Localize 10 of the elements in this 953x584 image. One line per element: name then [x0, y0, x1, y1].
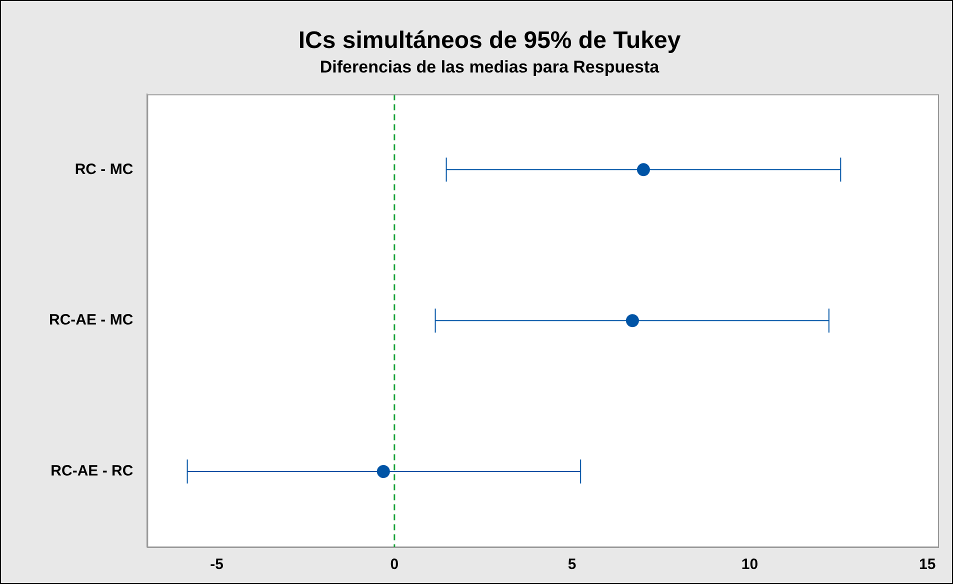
x-tick-label: 10 — [741, 556, 758, 574]
y-tick-label: RC-AE - RC — [50, 462, 134, 480]
x-tick-label: 15 — [919, 556, 936, 574]
y-tick-label: RC-AE - MC — [49, 312, 134, 329]
chart-subtitle: Diferencias de las medias para Respuesta — [320, 58, 660, 77]
x-tick-label: 0 — [390, 556, 399, 574]
y-tick-label: RC - MC — [74, 160, 134, 178]
chart-title: ICs simultáneos de 95% de Tukey — [298, 27, 682, 54]
x-tick-label: -5 — [210, 556, 224, 574]
x-tick-label: 5 — [568, 556, 576, 574]
